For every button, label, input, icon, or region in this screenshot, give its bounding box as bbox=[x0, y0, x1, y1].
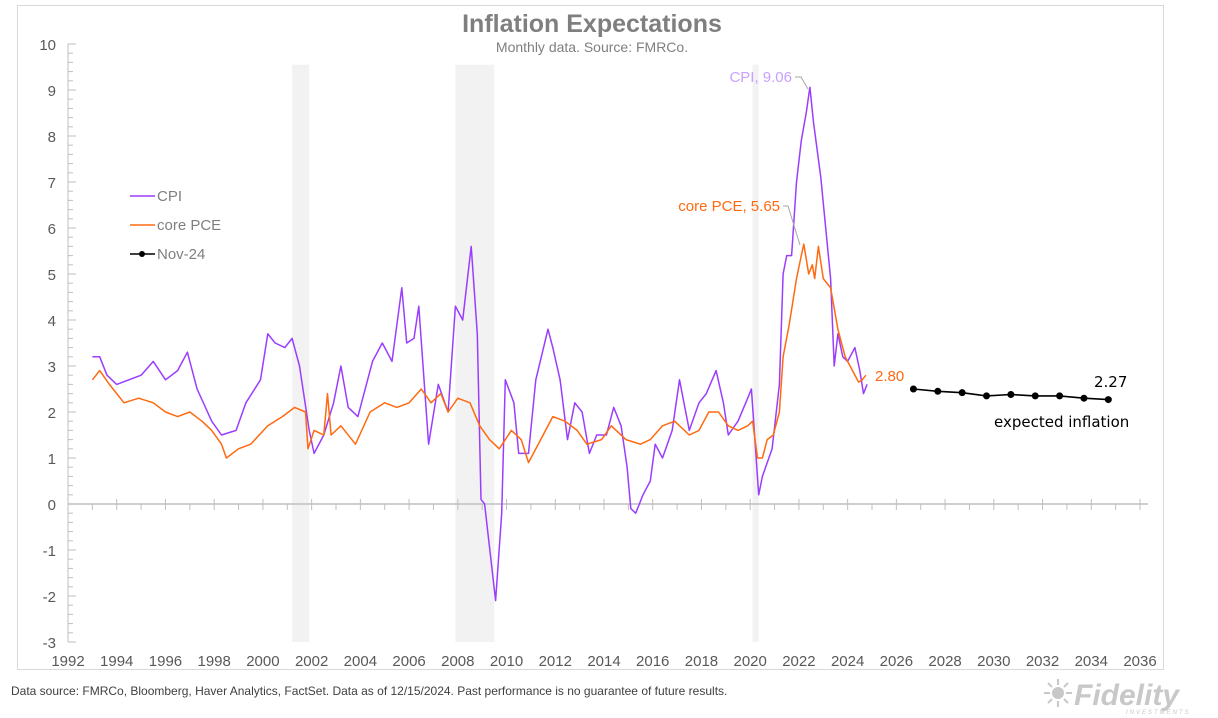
data-point bbox=[1080, 394, 1088, 402]
data-point bbox=[934, 387, 942, 395]
recession-shading bbox=[292, 64, 310, 642]
leader-line bbox=[795, 76, 809, 90]
y-tick-label: 5 bbox=[48, 267, 56, 284]
y-tick-label: 3 bbox=[48, 359, 56, 376]
data-point bbox=[983, 392, 991, 400]
svg-text:INVESTMENTS: INVESTMENTS bbox=[1126, 710, 1191, 716]
x-tick-label: 2016 bbox=[636, 653, 669, 670]
y-tick-label: 9 bbox=[48, 83, 56, 100]
data-point bbox=[958, 389, 966, 397]
expected-inflation-label: expected inflation bbox=[994, 413, 1129, 431]
y-tick-label: -1 bbox=[43, 543, 56, 560]
legend-label: CPI bbox=[157, 188, 182, 205]
series-line-cpi bbox=[92, 86, 868, 602]
x-tick-label: 1996 bbox=[149, 653, 182, 670]
chart-title: Inflation Expectations bbox=[462, 10, 722, 38]
x-tick-label: 2000 bbox=[246, 653, 279, 670]
y-tick-label: 2 bbox=[48, 405, 56, 422]
y-tick-label: 1 bbox=[48, 451, 56, 468]
x-tick-label: 2012 bbox=[539, 653, 572, 670]
x-tick-label: 2036 bbox=[1123, 653, 1156, 670]
fidelity-logo: Fidelity INVESTMENTS bbox=[1044, 679, 1191, 716]
cpi-peak-label: CPI, 9.06 bbox=[729, 69, 792, 86]
svg-text:Fidelity: Fidelity bbox=[1074, 679, 1180, 712]
x-tick-label: 2004 bbox=[344, 653, 377, 670]
x-tick-label: 2024 bbox=[831, 653, 864, 670]
legend-marker bbox=[139, 251, 145, 257]
data-point bbox=[1056, 392, 1064, 400]
data-point bbox=[1104, 396, 1112, 404]
recession-shading bbox=[752, 64, 759, 642]
data-point bbox=[909, 385, 917, 393]
y-tick-label: 8 bbox=[48, 129, 56, 146]
pce-last-label: 2.80 bbox=[875, 368, 904, 385]
chart-frame bbox=[17, 5, 1164, 670]
y-tick-label: 6 bbox=[48, 221, 56, 238]
x-tick-label: 2030 bbox=[977, 653, 1010, 670]
x-tick-label: 2022 bbox=[782, 653, 815, 670]
y-tick-label: -3 bbox=[43, 635, 56, 652]
x-tick-label: 2018 bbox=[685, 653, 718, 670]
y-tick-label: 10 bbox=[39, 37, 56, 54]
data-point bbox=[1031, 392, 1039, 400]
x-tick-label: 2002 bbox=[295, 653, 328, 670]
leader-line bbox=[783, 205, 801, 246]
x-tick-label: 2034 bbox=[1075, 653, 1108, 670]
pce-peak-label: core PCE, 5.65 bbox=[678, 198, 780, 215]
footer-source: Data source: FMRCo, Bloomberg, Haver Ana… bbox=[11, 684, 728, 698]
x-tick-label: 1992 bbox=[51, 653, 84, 670]
legend: CPI core PCE Nov-24 bbox=[130, 188, 221, 263]
x-tick-label: 2014 bbox=[587, 653, 620, 670]
x-tick-label: 2020 bbox=[733, 653, 766, 670]
expected-last-label: 2.27 bbox=[1094, 373, 1127, 391]
legend-label: core PCE bbox=[157, 217, 221, 234]
x-tick-label: 2010 bbox=[490, 653, 523, 670]
recession-shading bbox=[455, 64, 495, 642]
x-tick-label: 2028 bbox=[928, 653, 961, 670]
x-tick-label: 2026 bbox=[880, 653, 913, 670]
x-tick-label: 2006 bbox=[392, 653, 425, 670]
x-tick-label: 2032 bbox=[1026, 653, 1059, 670]
x-tick-label: 1994 bbox=[100, 653, 133, 670]
x-tick-label: 2008 bbox=[441, 653, 474, 670]
chart-subtitle: Monthly data. Source: FMRCo. bbox=[496, 39, 688, 55]
y-tick-label: 7 bbox=[48, 175, 56, 192]
y-tick-label: -2 bbox=[43, 589, 56, 606]
series-line-core-pce bbox=[91, 243, 867, 464]
x-tick-label: 1998 bbox=[197, 653, 230, 670]
y-tick-label: 0 bbox=[48, 497, 56, 514]
legend-label: Nov-24 bbox=[157, 246, 205, 263]
data-point bbox=[1007, 391, 1015, 399]
y-tick-label: 4 bbox=[48, 313, 56, 330]
